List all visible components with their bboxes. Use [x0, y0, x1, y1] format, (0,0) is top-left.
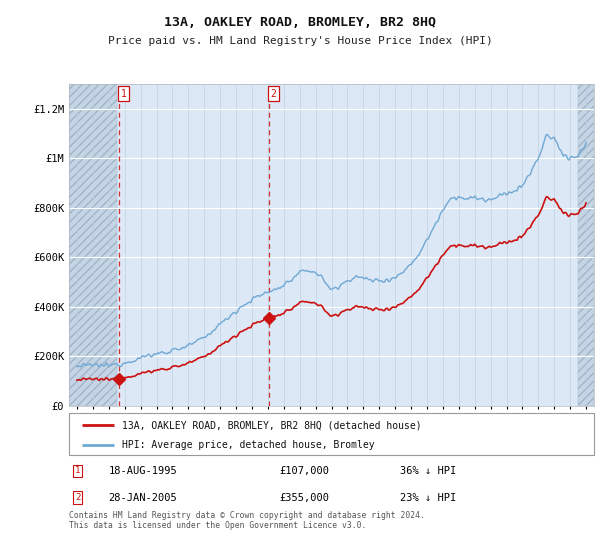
- Text: 23% ↓ HPI: 23% ↓ HPI: [400, 493, 456, 503]
- Text: 18-AUG-1995: 18-AUG-1995: [109, 466, 177, 477]
- Text: 2: 2: [271, 89, 277, 99]
- Text: 1: 1: [76, 466, 80, 475]
- Text: Price paid vs. HM Land Registry's House Price Index (HPI): Price paid vs. HM Land Registry's House …: [107, 36, 493, 46]
- Text: 1: 1: [121, 89, 126, 99]
- Text: 13A, OAKLEY ROAD, BROMLEY, BR2 8HQ: 13A, OAKLEY ROAD, BROMLEY, BR2 8HQ: [164, 16, 436, 29]
- Text: 36% ↓ HPI: 36% ↓ HPI: [400, 466, 456, 477]
- Text: Contains HM Land Registry data © Crown copyright and database right 2024.
This d: Contains HM Land Registry data © Crown c…: [69, 511, 425, 530]
- Text: £107,000: £107,000: [279, 466, 329, 477]
- Bar: [578, 84, 594, 406]
- Text: HPI: Average price, detached house, Bromley: HPI: Average price, detached house, Brom…: [121, 441, 374, 450]
- Text: £355,000: £355,000: [279, 493, 329, 503]
- Text: 13A, OAKLEY ROAD, BROMLEY, BR2 8HQ (detached house): 13A, OAKLEY ROAD, BROMLEY, BR2 8HQ (deta…: [121, 421, 421, 430]
- Bar: [69, 84, 117, 406]
- Text: 2: 2: [76, 493, 80, 502]
- Text: 28-JAN-2005: 28-JAN-2005: [109, 493, 177, 503]
- FancyBboxPatch shape: [69, 413, 594, 455]
